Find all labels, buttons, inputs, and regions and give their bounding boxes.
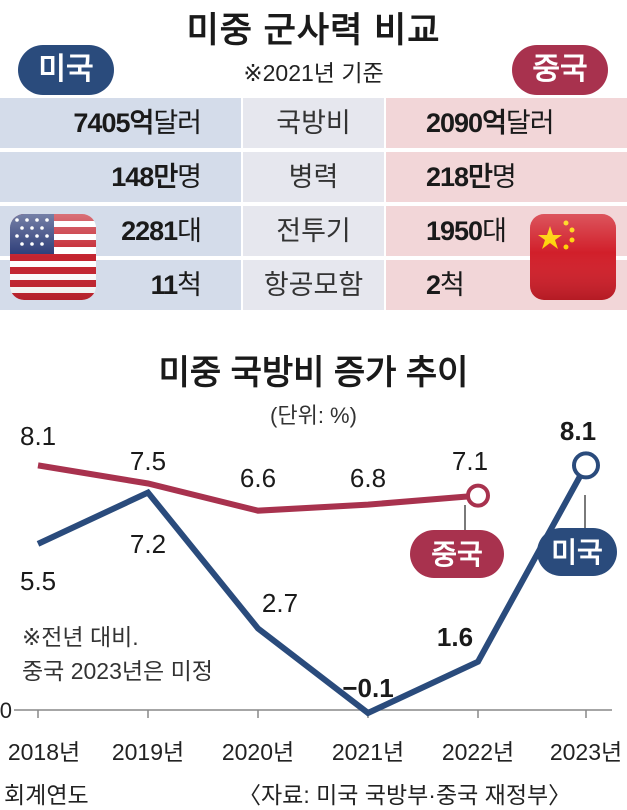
us-series-line: [36, 463, 589, 717]
us-unit: 대: [177, 216, 202, 246]
china-series-tag: 중국: [410, 505, 504, 578]
us-value: 11척: [150, 260, 202, 310]
x-tick-label: 2018년: [8, 739, 80, 765]
metric-label: 전투기: [243, 206, 384, 256]
us-unit: 척: [177, 270, 202, 300]
cn-number: 1950: [426, 216, 483, 246]
us-number: 2281: [121, 216, 178, 246]
x-tick-label: 2021년: [332, 739, 404, 765]
page-title: 미중 군사력 비교: [186, 11, 441, 50]
us-unit: 달러: [153, 108, 202, 138]
us-number: 7405억: [73, 108, 154, 138]
x-tick-label: 2019년: [112, 739, 184, 765]
data-label: 2.7: [262, 588, 298, 618]
china-flag-icon: [530, 214, 616, 300]
chart-unit: (단위: %): [270, 403, 357, 428]
cn-unit: 척: [440, 270, 465, 300]
china-end-marker: [466, 483, 490, 508]
us-value: 7405억달러: [73, 98, 202, 148]
chart-note: 중국 2023년은 미정: [22, 658, 213, 684]
data-label: 8.1: [560, 416, 596, 446]
x-tick-label: 2020년: [222, 739, 294, 765]
x-axis-label: 회계연도: [4, 782, 89, 808]
us-badge: 미국: [18, 45, 114, 95]
us-end-marker: [572, 451, 600, 480]
us-unit: 명: [177, 162, 202, 192]
series-tag-label: 미국: [551, 537, 603, 568]
us-value: 148만명: [111, 152, 202, 202]
cn-value: 1950대: [426, 206, 507, 256]
us-number: 11: [150, 270, 179, 300]
us-value: 2281대: [121, 206, 202, 256]
data-label: −0.1: [342, 673, 393, 703]
us-number: 148만: [111, 162, 178, 192]
chart-note: ※전년 대비.: [22, 624, 139, 650]
chart-title: 미중 국방비 증가 추이: [158, 354, 469, 392]
us-series-tag: 미국: [537, 495, 617, 576]
x-tick-label: 2022년: [442, 739, 514, 765]
data-label: 5.5: [20, 566, 56, 596]
y-tick-label: 0: [0, 698, 12, 723]
x-tick-label: 2023년: [550, 739, 622, 765]
data-label: 8.1: [20, 421, 56, 451]
cn-number: 2090억: [426, 108, 507, 138]
metric-label: 국방비: [243, 98, 384, 148]
cn-unit: 명: [491, 162, 517, 192]
metric-label: 병력: [243, 152, 384, 202]
data-label: 6.8: [350, 463, 386, 493]
cn-value: 2090억달러: [426, 98, 555, 148]
china-badge: 중국: [512, 45, 608, 95]
data-label: 1.6: [437, 622, 473, 652]
data-label: 7.5: [130, 446, 166, 476]
cn-value: 2척: [426, 260, 465, 310]
row-defense-budget: 7405억달러 국방비 2090억달러: [0, 98, 627, 148]
us-flag-icon: [10, 214, 96, 300]
metric-label: 항공모함: [243, 260, 384, 310]
data-label: 7.1: [452, 446, 488, 476]
data-label: 7.2: [130, 529, 166, 559]
cn-unit: 달러: [505, 108, 555, 138]
basis-note: ※2021년 기준: [243, 60, 384, 86]
series-tag-label: 중국: [431, 539, 483, 570]
row-troops: 148만명 병력 218만명: [0, 152, 627, 202]
cn-number: 218만: [426, 162, 493, 192]
data-label: 6.6: [240, 463, 276, 493]
cn-unit: 대: [482, 216, 507, 246]
cn-number: 2: [426, 270, 441, 300]
source-note: 〈자료: 미국 국방부·중국 재정부〉: [238, 782, 572, 808]
china-series-line: [37, 462, 479, 514]
cn-value: 218만명: [426, 152, 517, 202]
